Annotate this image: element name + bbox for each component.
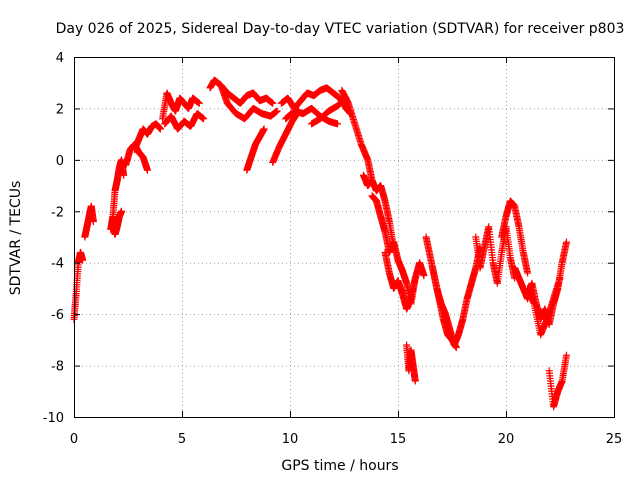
series-arc-22 bbox=[429, 243, 484, 349]
series-arc-17 bbox=[359, 171, 398, 251]
data-point bbox=[562, 351, 570, 359]
series-arc-26 bbox=[524, 274, 564, 339]
data-point bbox=[562, 238, 570, 246]
data-point bbox=[295, 107, 303, 115]
x-tick-label: 0 bbox=[70, 432, 78, 447]
y-tick-label: -4 bbox=[51, 257, 64, 272]
data-points bbox=[70, 76, 570, 411]
x-tick-label: 10 bbox=[282, 432, 299, 447]
data-point bbox=[118, 207, 126, 215]
x-axis-label: GPS time / hours bbox=[281, 458, 398, 474]
data-point bbox=[200, 115, 208, 123]
series-arc-11 bbox=[243, 125, 268, 174]
data-point bbox=[524, 269, 532, 277]
series-arc-18 bbox=[368, 192, 419, 308]
y-tick-label: -2 bbox=[51, 205, 64, 220]
series-arc-14 bbox=[269, 107, 303, 166]
series-arc-6 bbox=[130, 120, 164, 154]
data-point bbox=[556, 274, 564, 282]
y-tick-label: -10 bbox=[43, 411, 64, 426]
data-point bbox=[334, 120, 342, 128]
x-tick-label: 20 bbox=[498, 432, 515, 447]
series-arc-8 bbox=[161, 110, 208, 133]
data-point bbox=[143, 166, 151, 174]
series-arc-16 bbox=[338, 86, 376, 184]
series-arc-2 bbox=[81, 202, 97, 241]
data-point bbox=[411, 377, 419, 385]
y-tick-label: 4 bbox=[56, 51, 64, 66]
y-tick-label: 0 bbox=[56, 154, 64, 169]
chart-title: Day 026 of 2025, Sidereal Day-to-day VTE… bbox=[56, 21, 625, 37]
x-tick-label: 5 bbox=[178, 432, 186, 447]
data-point bbox=[260, 125, 268, 133]
data-point bbox=[89, 218, 97, 226]
series-arc-9 bbox=[206, 76, 277, 107]
series-arc-23 bbox=[472, 223, 519, 287]
grid bbox=[74, 57, 614, 417]
series-arc-7 bbox=[159, 89, 203, 123]
series-arc-1 bbox=[70, 248, 87, 323]
data-point bbox=[273, 107, 281, 115]
data-point bbox=[156, 125, 164, 133]
series-arc-10 bbox=[217, 81, 281, 123]
y-tick-labels: 4 2 0 -2 -4 -6 -8 -10 bbox=[43, 51, 64, 426]
data-point bbox=[269, 99, 277, 107]
series-arc-20 bbox=[403, 341, 419, 385]
x-tick-label: 25 bbox=[606, 432, 623, 447]
series-arc-27 bbox=[545, 351, 570, 411]
plot-frame bbox=[74, 57, 615, 418]
data-point bbox=[195, 99, 203, 107]
data-point bbox=[420, 272, 428, 280]
series-arc-19 bbox=[381, 248, 428, 313]
y-axis-label: SDTVAR / TECUs bbox=[8, 181, 24, 296]
x-tick-label: 15 bbox=[390, 432, 407, 447]
axis-ticks bbox=[74, 57, 615, 418]
y-tick-label: 2 bbox=[56, 102, 64, 117]
series-arc-4 bbox=[109, 207, 126, 238]
series-arc-24 bbox=[498, 197, 532, 277]
data-point bbox=[79, 256, 87, 264]
x-tick-labels: 0 5 10 15 20 25 bbox=[70, 432, 622, 447]
y-tick-label: -6 bbox=[51, 308, 64, 323]
data-point bbox=[120, 171, 128, 179]
y-tick-label: -8 bbox=[51, 360, 64, 375]
